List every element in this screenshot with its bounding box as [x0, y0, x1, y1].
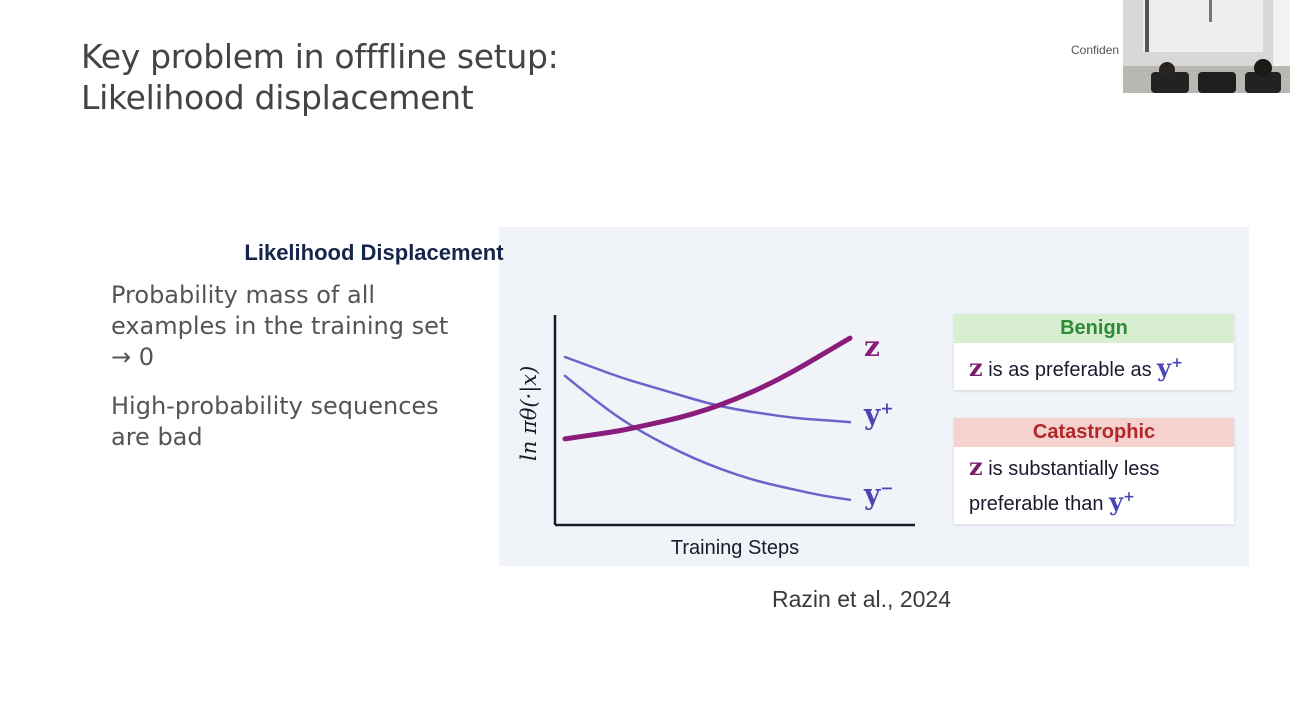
benign-card: Benign z is as preferable as y+: [954, 314, 1234, 390]
catastrophic-text: z is substantially less preferable than …: [969, 452, 1160, 516]
bullet-list: Probability mass of all examples in the …: [111, 280, 471, 471]
bullet-item: Probability mass of all examples in the …: [111, 281, 449, 371]
catastrophic-card: Catastrophic z is substantially less pre…: [954, 418, 1234, 524]
bullet-item: High-probability sequences are bad: [111, 392, 439, 451]
webcam-thumbnail: [1123, 0, 1290, 93]
z-curve-label: z: [864, 330, 880, 363]
slide-title-line1: Key problem in offfline setup:: [81, 37, 559, 76]
citation: Razin et al., 2024: [772, 586, 952, 612]
slide-title-line2: Likelihood displacement: [81, 78, 474, 117]
figure-title: Likelihood Displacement: [244, 240, 504, 265]
confidential-label: Confiden: [1071, 43, 1120, 57]
slide-title: Key problem in offfline setup: Likelihoo…: [81, 36, 559, 118]
benign-header: Benign: [954, 314, 1234, 343]
x-axis-label: Training Steps: [670, 537, 800, 559]
benign-text: z is as preferable as y+: [969, 353, 1183, 382]
y-axis-label: ln πθ(·|x): [517, 365, 541, 461]
y-plus-curve-label: y+: [864, 398, 894, 431]
catastrophic-header: Catastrophic: [954, 418, 1234, 447]
y-minus-curve-label: y−: [864, 478, 894, 511]
